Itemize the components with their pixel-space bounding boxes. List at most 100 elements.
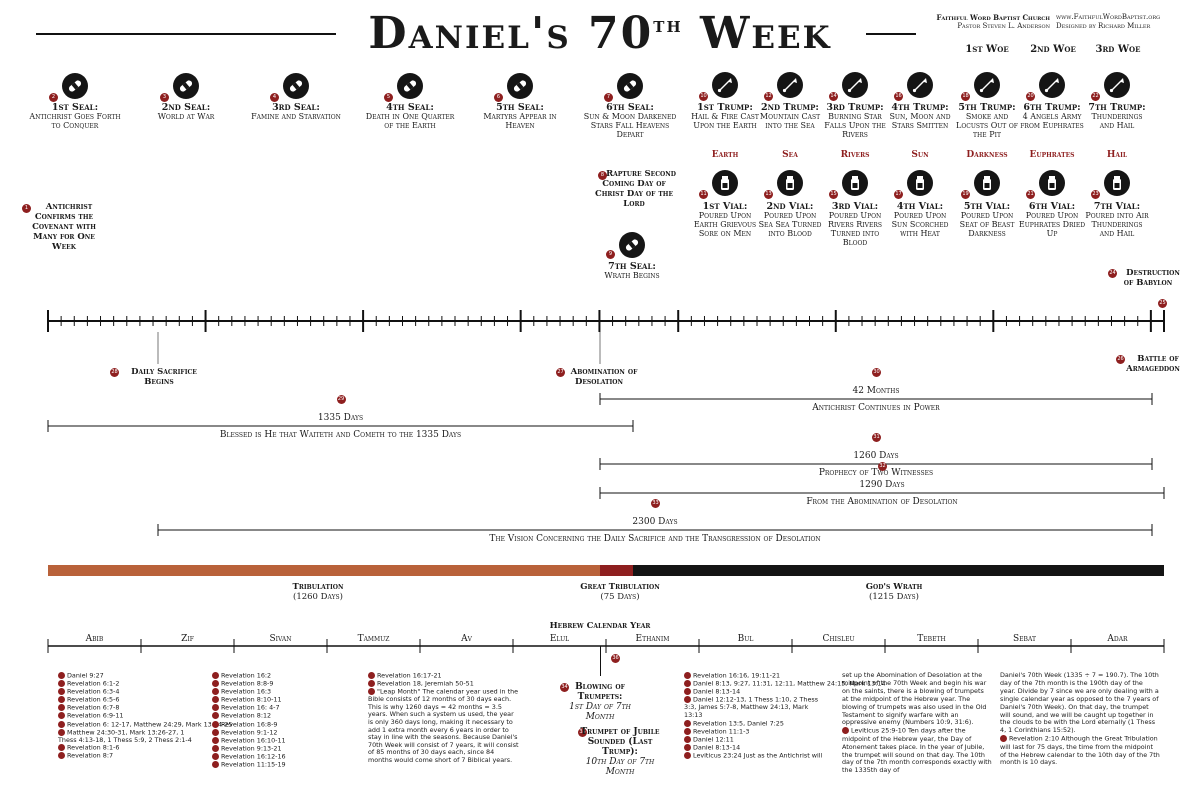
reference-entry: 27Daniel 8:13, 9:27, 11:31, 12:11, Matth… <box>684 680 886 688</box>
vial-icon <box>842 170 868 196</box>
seal-number: 6 <box>494 93 503 102</box>
vial-description: Poured Upon Euphrates Dried Up <box>1018 211 1086 238</box>
reference-number <box>212 712 219 720</box>
reference-number <box>212 704 219 712</box>
reference-entry: 20Revelation 9:13-21 <box>212 745 352 753</box>
duration-spans <box>47 393 1165 536</box>
reference-text: Daniel 12:11 <box>693 735 734 744</box>
span-duration: 42 Months <box>852 386 900 396</box>
vial-4: 4th Vial: Poured Upon Sun Scorched with H… <box>886 202 954 238</box>
plague-category: Darkness <box>966 150 1008 160</box>
reference-text: Revelation 8:12 <box>221 711 272 720</box>
plague-category: Earth <box>711 150 739 160</box>
reference-entry: 24Revelation 18, Jeremiah 50-51 <box>368 680 520 688</box>
vial-icon <box>1039 170 1065 196</box>
reference-text: Matthew 24:30-31, Mark 13:26-27, 1 Thess… <box>58 728 192 744</box>
notes-column-6: Daniel's 70th Week (1335 ÷ 7 = 190.7). T… <box>1000 672 1160 767</box>
seal-1: 1st Seal: Antichrist Goes Forth to Conque… <box>27 103 123 130</box>
reference-entry: 18Revelation 9:1-12 <box>212 728 352 737</box>
month-label: Av <box>461 634 472 644</box>
vial-description: Poured Upon Sea Sea Turned into Blood <box>758 211 822 238</box>
vial-heading: 1st Vial: <box>702 201 748 212</box>
vial-heading: 7th Vial: <box>1093 201 1141 212</box>
reference-number <box>58 672 65 679</box>
trump-5: 5th Trump: Smoke and Locusts Out of the P… <box>953 103 1021 139</box>
trumpet-icon <box>907 72 933 98</box>
event-number: 26 <box>1116 355 1125 364</box>
reference-number <box>58 744 65 752</box>
seal-icon <box>617 73 643 99</box>
event-antichrist-confirms: Antichrist Confirms the Covenant with Ma… <box>32 202 96 252</box>
event-number: 27 <box>556 368 565 377</box>
reference-number <box>58 728 65 736</box>
span-number: 29 <box>336 395 346 404</box>
week-timeline <box>47 310 1165 364</box>
event-destruction-of-babylon: Destruction of Babylon <box>1123 268 1180 288</box>
month-label: Zif <box>181 634 194 644</box>
reference-number <box>684 735 691 743</box>
reference-entry: 29Daniel 12:12-13, 1 Thess 1:10, 2 Thess… <box>684 696 828 719</box>
reference-number <box>58 688 65 696</box>
trump-description: Sun, Moon and Stars Smitten <box>889 112 951 130</box>
month-label: Abib <box>85 634 104 644</box>
vial-6: 6th Vial: Poured Upon Euphrates Dried Up <box>1018 202 1086 238</box>
vial-icon <box>1104 170 1130 196</box>
reference-number <box>58 696 65 704</box>
reference-text: Revelation 9:13-21 <box>221 744 282 753</box>
span-description: The Vision Concerning the Daily Sacrific… <box>489 534 821 544</box>
event-number: 9 <box>606 250 615 259</box>
reference-text: Revelation 11:1-3 <box>693 727 750 736</box>
event-number: 28 <box>110 368 119 377</box>
reference-number <box>368 672 375 679</box>
vial-number: 11 <box>699 190 708 199</box>
trump-heading: 3rd Trump: <box>826 102 884 113</box>
reference-number <box>684 688 691 696</box>
woe-label: 1st Woe <box>965 44 1009 55</box>
trump-4: 4th Trump: Sun, Moon and Stars Smitten <box>886 103 954 130</box>
span-duration: 1290 Days <box>859 480 905 490</box>
reference-text: Revelation 13:5, Daniel 7:25 <box>693 719 784 728</box>
reference-entry: 34Leviticus 23:24 Just as the Antichrist… <box>684 752 828 760</box>
publisher-url[interactable]: www.FaithfulWordBaptist.org <box>1056 13 1161 21</box>
reference-number <box>212 736 219 744</box>
reference-number <box>58 752 65 760</box>
references-column-4: 26Revelation 16:16, 19:11-2127Daniel 8:1… <box>684 672 886 760</box>
reference-entry: 8Matthew 24:30-31, Mark 13:26-27, 1 Thes… <box>58 728 198 745</box>
reference-text: Revelation 16:12-16 <box>221 752 286 761</box>
reference-number <box>212 728 219 736</box>
reference-number <box>212 696 219 704</box>
trump-heading: 7th Trump: <box>1088 102 1146 113</box>
trumpet-icon <box>777 72 803 98</box>
seal-description: World at War <box>157 112 215 121</box>
reference-number <box>58 680 65 688</box>
seal-heading: 2nd Seal: <box>161 102 211 113</box>
vial-description: Poured Upon Rivers Rivers Turned into Bl… <box>827 211 882 247</box>
reference-entry: 10Revelation 8:7 <box>58 752 198 760</box>
trump-1: 1st Trump: Hail & Fire Cast Upon the Eart… <box>691 103 759 130</box>
month-label: Tammuz <box>357 634 390 644</box>
trumpet-icon <box>1104 72 1130 98</box>
seal-3: 3rd Seal: Famine and Starvation <box>248 103 344 121</box>
reference-number <box>684 743 691 751</box>
reference-number <box>684 680 691 688</box>
vial-number: 23 <box>1091 190 1100 199</box>
event-number: 25 <box>1158 299 1167 308</box>
seal-icon <box>619 232 645 258</box>
trump-description: Mountain Cast into the Sea <box>759 112 821 130</box>
vial-number: 19 <box>961 190 970 199</box>
event-abomination-of-desolation: Abomination of Desolation <box>570 367 638 387</box>
event-number: 36 <box>611 654 620 663</box>
vial-2: 2nd Vial: Poured Upon Sea Sea Turned into… <box>756 202 824 238</box>
seal-number: 3 <box>160 93 169 102</box>
event-number: 35 <box>578 728 587 737</box>
trump-heading: 6th Trump: <box>1023 102 1081 113</box>
